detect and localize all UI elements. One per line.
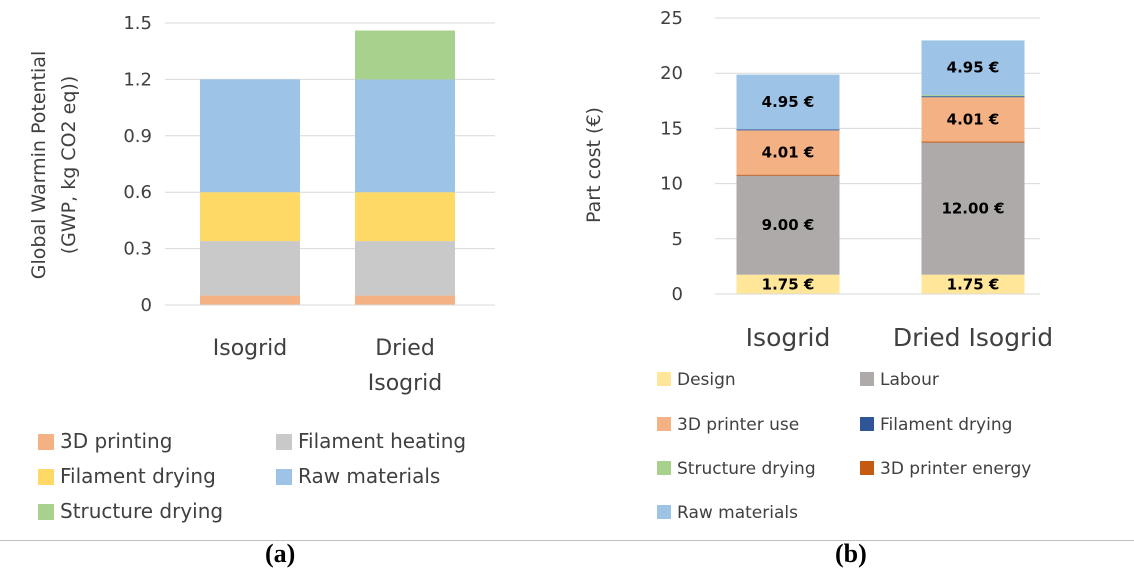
y-tick-label: 0: [141, 295, 152, 316]
data-label: 4.01 €: [762, 144, 815, 162]
data-label: 4.95 €: [762, 93, 815, 111]
y-axis-label: Global Warmin Potential: [28, 51, 50, 279]
bar-segment-filament-drying: [921, 96, 1025, 98]
y-tick-label: 15: [660, 118, 683, 139]
bar-segment-raw-materials: [921, 40, 1025, 96]
legend-swatch: [38, 434, 54, 450]
bar-segment-design: [736, 274, 840, 294]
y-tick-label: 0.9: [123, 126, 152, 147]
y-tick-label: 0.6: [123, 182, 152, 203]
legend-label: 3D printer energy: [880, 459, 1031, 479]
y-tick-label: 20: [660, 63, 683, 84]
legend-label: 3D printer use: [677, 415, 799, 435]
bar-segment-3d-printing: [200, 295, 300, 305]
legend-label: 3D printing: [60, 429, 172, 453]
y-tick-label: 0.3: [123, 239, 152, 260]
bar-segment-3d-printer-energy: [921, 141, 1025, 143]
legend-swatch: [860, 417, 874, 431]
legend-label: Raw materials: [677, 503, 798, 523]
legend-swatch: [657, 372, 671, 386]
y-tick-label: 0: [672, 284, 683, 305]
data-label: 12.00 €: [941, 199, 1004, 217]
bar-segment-structure-drying: [355, 30, 455, 80]
x-category-label: Dried Isogrid: [893, 323, 1053, 352]
y-tick-label: 25: [660, 8, 683, 29]
figure-divider: [0, 540, 1134, 541]
panel-label-b: (b): [835, 539, 867, 568]
y-axis-label: (GWP, kg CO2 eq)): [58, 76, 80, 255]
legend-label: Filament drying: [880, 415, 1012, 435]
bar-segment-design: [921, 274, 1025, 294]
panel-label-a: (a): [265, 539, 296, 568]
bar-segment-labour: [736, 175, 840, 275]
bar-segment-filament-drying: [355, 192, 455, 242]
legend-swatch: [38, 504, 54, 520]
legend-swatch: [657, 461, 671, 475]
bar-segment-3d-printer-energy: [736, 174, 840, 176]
legend-swatch: [860, 461, 874, 475]
y-tick-label: 5: [672, 229, 683, 250]
x-category-label: Isogrid: [213, 336, 288, 361]
bar-segment-3d-printing: [355, 295, 455, 305]
legend-label: Filament drying: [60, 464, 216, 488]
legend-label: Structure drying: [60, 499, 223, 523]
data-label: 1.75 €: [762, 275, 815, 293]
legend-swatch: [276, 469, 292, 485]
legend-swatch: [860, 372, 874, 386]
legend-swatch: [276, 434, 292, 450]
legend-label: Structure drying: [677, 459, 816, 479]
bar-segment-raw-materials: [355, 79, 455, 193]
bar-segment-filament-drying: [736, 129, 840, 131]
bar-segment-3d-printer-use: [736, 130, 840, 175]
data-label: 4.01 €: [947, 110, 1000, 128]
legend-label: Design: [677, 370, 736, 390]
y-tick-label: 1.5: [123, 13, 152, 34]
y-tick-label: 10: [660, 174, 683, 195]
legend-label: Labour: [880, 370, 939, 390]
bar-segment-filament-heating: [200, 241, 300, 296]
bar-segment-filament-heating: [355, 241, 455, 296]
y-axis-label: Part cost (€): [583, 107, 605, 223]
bar-segment-filament-drying: [200, 192, 300, 242]
data-label: 4.95 €: [947, 59, 1000, 77]
legend-swatch: [657, 505, 671, 519]
bar-segment-raw-materials: [200, 79, 300, 193]
data-label: 9.00 €: [762, 216, 815, 234]
y-tick-label: 1.2: [123, 69, 152, 90]
x-category-label: Isogrid: [746, 323, 831, 352]
bar-segment-3d-printer-use: [921, 97, 1025, 142]
x-category-label: Isogrid: [368, 371, 443, 396]
legend-label: Filament heating: [298, 429, 466, 453]
data-label: 1.75 €: [947, 275, 1000, 293]
legend-swatch: [38, 469, 54, 485]
legend-swatch: [657, 417, 671, 431]
x-category-label: Dried: [375, 336, 435, 361]
legend-label: Raw materials: [298, 464, 440, 488]
bar-segment-raw-materials: [736, 74, 840, 130]
bar-segment-labour: [921, 142, 1025, 275]
bar-segment-structure-drying: [921, 95, 1025, 97]
